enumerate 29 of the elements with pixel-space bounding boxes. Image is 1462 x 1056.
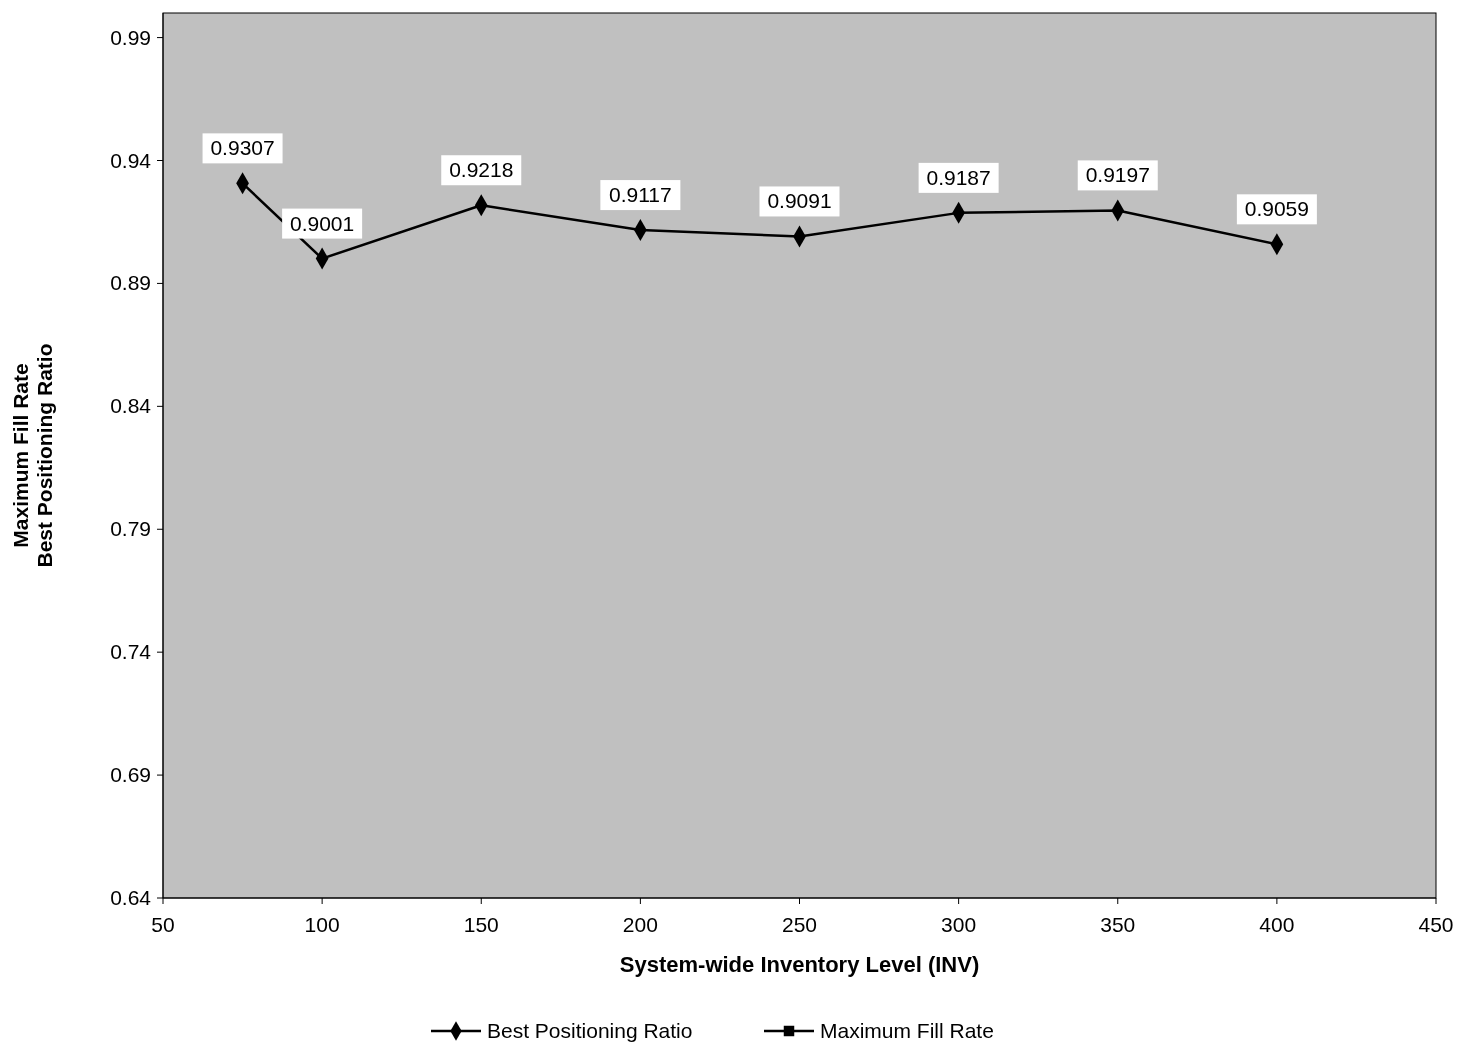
x-tick-label: 150 xyxy=(463,913,499,936)
legend-label: Best Positioning Ratio xyxy=(487,1019,693,1042)
y-tick-label: 0.79 xyxy=(110,517,151,541)
data-label: 0.9197 xyxy=(1085,163,1150,187)
data-label: 0.9059 xyxy=(1244,197,1309,221)
x-tick-label: 400 xyxy=(1259,913,1295,936)
data-label: 0.9117 xyxy=(609,183,672,207)
x-tick-label: 250 xyxy=(781,913,818,936)
x-axis-title: System-wide Inventory Level (INV) xyxy=(619,952,980,977)
x-tick-label: 100 xyxy=(304,913,340,936)
x-tick-label: 350 xyxy=(1100,913,1136,936)
y-tick-label: 0.74 xyxy=(110,640,152,664)
x-tick-label: 300 xyxy=(941,913,977,936)
data-label: 0.9001 xyxy=(290,211,355,235)
data-label: 0.9307 xyxy=(210,136,275,160)
y-tick-label: 0.69 xyxy=(110,763,151,787)
data-label: 0.9091 xyxy=(767,189,832,213)
legend-label: Maximum Fill Rate xyxy=(820,1019,994,1042)
x-tick-label: 200 xyxy=(622,913,658,936)
data-label: 0.9218 xyxy=(449,158,514,182)
y-tick-label: 0.64 xyxy=(110,886,152,909)
y-tick-label: 0.94 xyxy=(110,148,152,172)
y-tick-label: 0.99 xyxy=(110,25,151,49)
x-tick-label: 450 xyxy=(1418,913,1454,936)
y-axis-title: Maximum Fill Rate Best Positioning Ratio xyxy=(9,343,56,568)
y-tick-label: 0.84 xyxy=(110,394,152,418)
x-tick-label: 50 xyxy=(151,913,175,936)
data-label: 0.9187 xyxy=(926,165,991,189)
y-tick-label: 0.89 xyxy=(110,271,151,295)
